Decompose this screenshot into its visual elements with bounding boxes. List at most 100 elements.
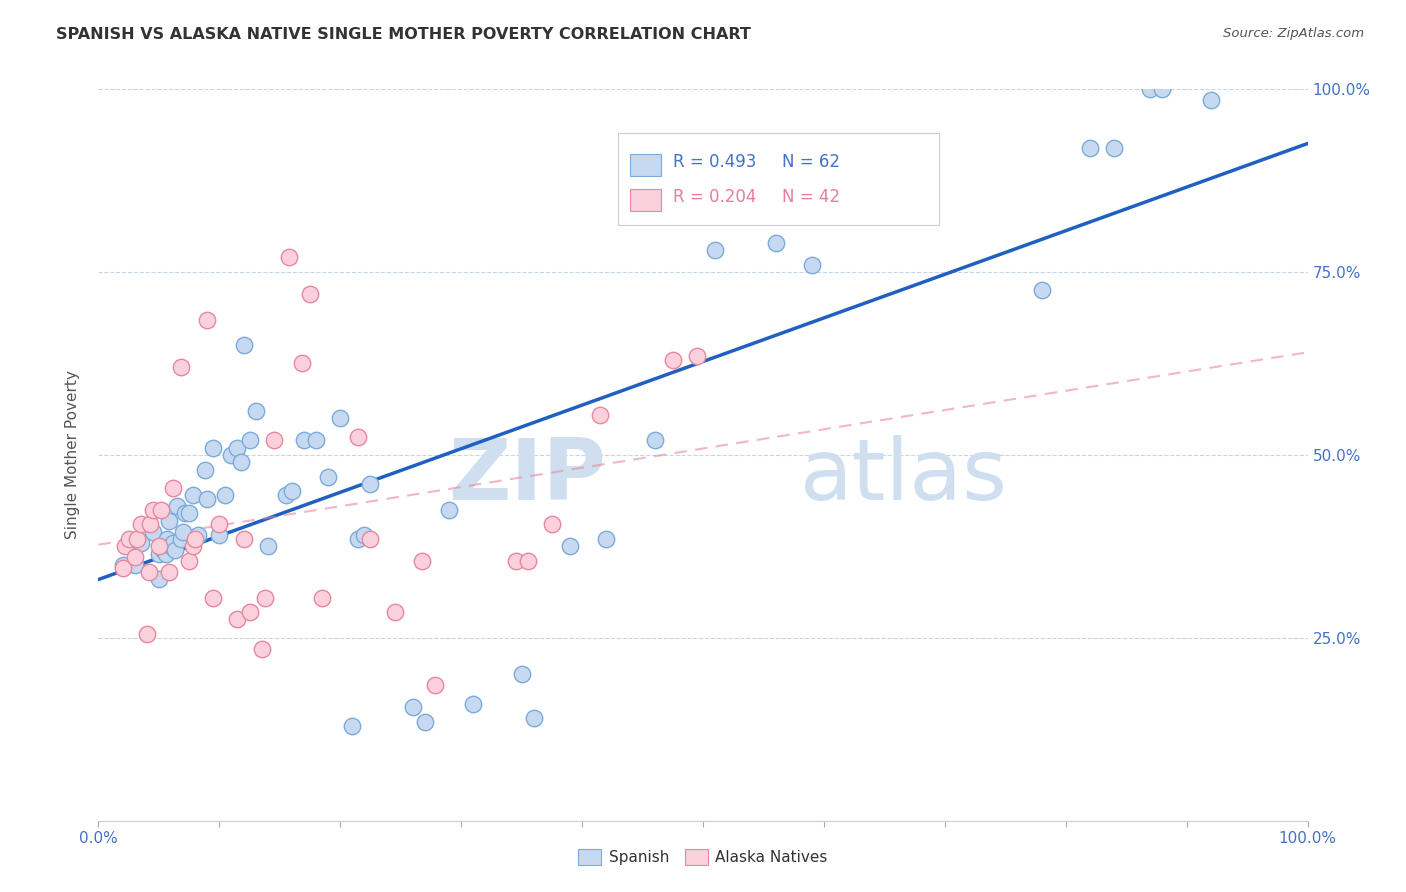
Point xyxy=(1031,284,1053,298)
Point xyxy=(239,434,262,448)
Point xyxy=(214,488,236,502)
Point xyxy=(413,714,436,729)
Point xyxy=(181,488,204,502)
Point xyxy=(195,312,218,326)
Point xyxy=(232,338,254,352)
Point xyxy=(160,539,183,553)
Point xyxy=(256,539,278,553)
Point xyxy=(157,514,180,528)
Text: N = 62: N = 62 xyxy=(782,153,839,171)
Y-axis label: Single Mother Poverty: Single Mother Poverty xyxy=(65,370,80,540)
Point xyxy=(463,697,485,711)
Point xyxy=(644,434,666,448)
Point xyxy=(138,565,160,579)
Point xyxy=(1139,82,1161,96)
Point xyxy=(281,484,304,499)
Point xyxy=(254,591,277,605)
Point xyxy=(111,558,134,572)
Point xyxy=(163,543,186,558)
Point xyxy=(558,539,581,553)
Point xyxy=(263,434,285,448)
FancyBboxPatch shape xyxy=(619,133,939,225)
Point xyxy=(160,539,183,553)
Point xyxy=(124,558,146,572)
Point xyxy=(342,718,364,732)
FancyBboxPatch shape xyxy=(630,189,661,211)
Point xyxy=(221,448,243,462)
Point xyxy=(589,408,612,422)
Text: R = 0.493: R = 0.493 xyxy=(672,153,756,171)
Point xyxy=(152,543,174,558)
Point xyxy=(360,532,382,546)
Text: R = 0.204: R = 0.204 xyxy=(672,188,756,206)
Point xyxy=(150,503,173,517)
Text: SPANISH VS ALASKA NATIVE SINGLE MOTHER POVERTY CORRELATION CHART: SPANISH VS ALASKA NATIVE SINGLE MOTHER P… xyxy=(56,27,751,42)
Point xyxy=(155,547,177,561)
Point xyxy=(800,258,823,272)
Point xyxy=(290,356,312,371)
Point xyxy=(202,591,225,605)
Point xyxy=(226,441,249,455)
Point xyxy=(1078,141,1101,155)
Point xyxy=(437,503,460,517)
Legend: Spanish, Alaska Natives: Spanish, Alaska Natives xyxy=(572,843,834,871)
Point xyxy=(292,434,315,448)
Point xyxy=(347,532,370,546)
Point xyxy=(114,539,136,553)
Point xyxy=(129,535,152,549)
Point xyxy=(124,550,146,565)
Point xyxy=(347,430,370,444)
Text: atlas: atlas xyxy=(800,435,1008,518)
Point xyxy=(148,547,170,561)
Point xyxy=(184,532,207,546)
Point xyxy=(232,532,254,546)
Point xyxy=(329,411,352,425)
Point xyxy=(384,605,406,619)
Point xyxy=(129,517,152,532)
Point xyxy=(142,503,165,517)
Point xyxy=(229,455,252,469)
Point xyxy=(127,532,149,546)
Point xyxy=(153,539,176,553)
Point xyxy=(1199,93,1222,107)
Point xyxy=(661,352,683,367)
Point xyxy=(523,711,546,725)
Point xyxy=(595,532,617,546)
Point xyxy=(179,554,201,568)
Point xyxy=(1102,141,1125,155)
Point xyxy=(516,554,538,568)
FancyBboxPatch shape xyxy=(630,153,661,176)
Point xyxy=(704,243,727,257)
Point xyxy=(156,532,179,546)
Point xyxy=(239,605,262,619)
Point xyxy=(305,434,328,448)
Point xyxy=(353,528,375,542)
Point xyxy=(162,481,184,495)
Point xyxy=(208,517,231,532)
Point xyxy=(1152,82,1174,96)
Point xyxy=(139,517,162,532)
Text: Source: ZipAtlas.com: Source: ZipAtlas.com xyxy=(1223,27,1364,40)
Text: ZIP: ZIP xyxy=(449,435,606,518)
Point xyxy=(181,539,204,553)
Point xyxy=(423,678,446,692)
Point xyxy=(148,539,170,553)
Point xyxy=(195,491,218,506)
Point xyxy=(111,561,134,575)
Point xyxy=(245,404,267,418)
Point xyxy=(162,535,184,549)
Point xyxy=(202,441,225,455)
Point xyxy=(278,251,301,265)
Point xyxy=(135,627,157,641)
Point xyxy=(316,470,339,484)
Point xyxy=(299,287,322,301)
Point xyxy=(172,524,194,539)
Point xyxy=(540,517,562,532)
Point xyxy=(169,360,191,375)
Point xyxy=(142,524,165,539)
Point xyxy=(402,700,425,714)
Point xyxy=(411,554,433,568)
Point xyxy=(166,499,188,513)
Point xyxy=(311,591,333,605)
Point xyxy=(208,528,231,542)
